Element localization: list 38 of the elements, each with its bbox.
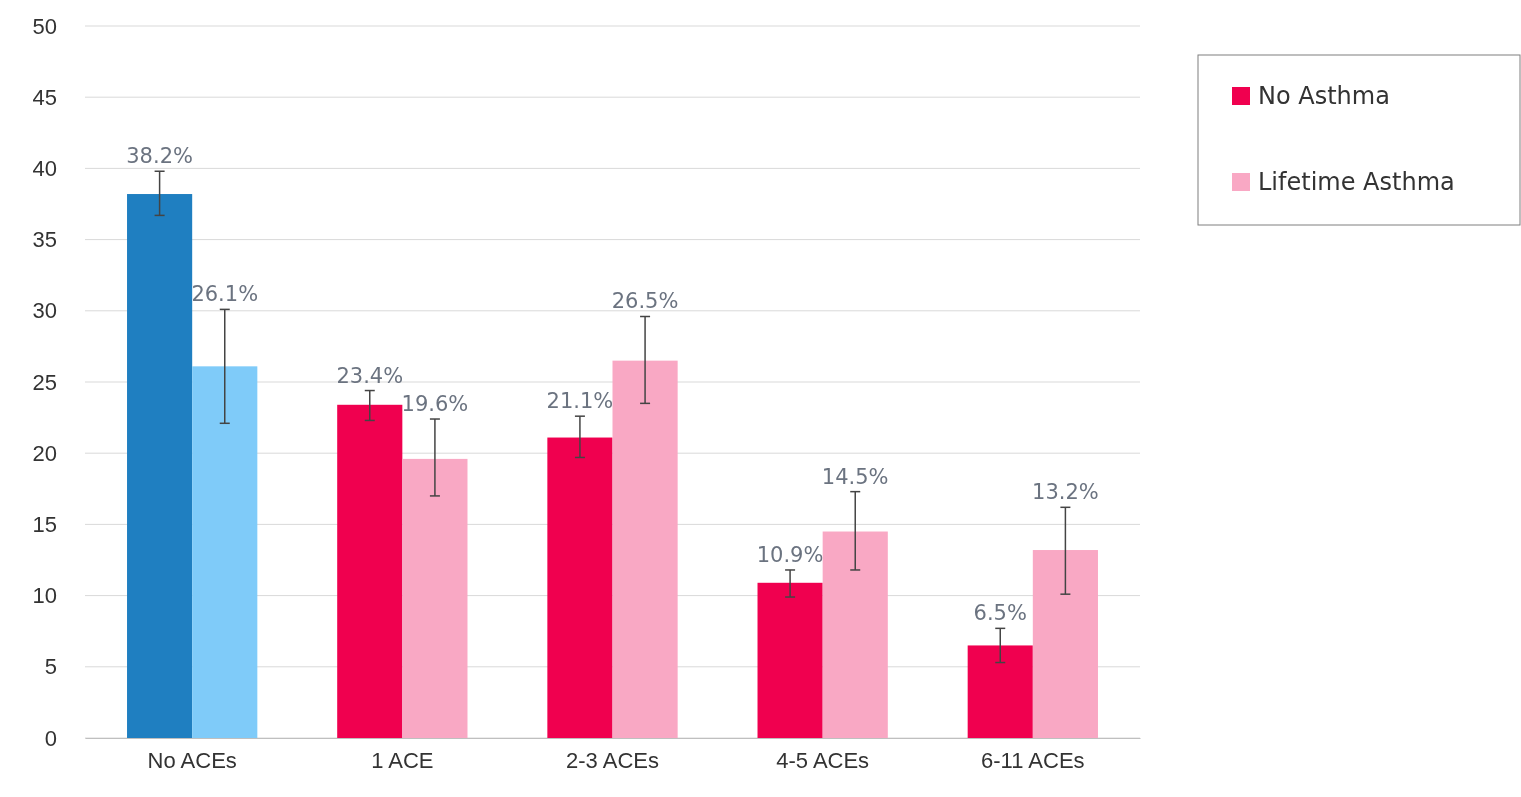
x-tick-label: 6-11 ACEs [981, 747, 1085, 773]
y-tick-label: 5 [44, 654, 57, 680]
y-tick-label: 45 [32, 84, 57, 110]
bar [192, 366, 258, 738]
bar [337, 404, 403, 738]
y-tick-label: 40 [32, 155, 57, 181]
bar [612, 360, 678, 738]
y-tick-label: 25 [32, 369, 57, 395]
bar [1032, 550, 1098, 738]
x-tick-label: 1 ACE [371, 747, 434, 773]
bar [402, 458, 468, 738]
legend-label: Lifetime Asthma [1258, 168, 1455, 196]
bar [967, 645, 1033, 738]
data-label: 26.5% [611, 289, 679, 314]
data-label: 26.1% [191, 282, 259, 307]
y-tick-label: 10 [32, 583, 57, 609]
x-tick-label: 4-5 ACEs [776, 747, 870, 773]
y-tick-label: 50 [32, 13, 57, 39]
bar [127, 194, 193, 738]
data-label: 21.1% [546, 389, 614, 414]
bar [822, 531, 888, 738]
data-label: 23.4% [336, 363, 404, 388]
bar [757, 582, 823, 738]
y-tick-label: 20 [32, 440, 57, 466]
x-tick-label: No ACEs [147, 747, 237, 773]
data-label: 14.5% [821, 464, 889, 489]
data-label: 38.2% [126, 144, 193, 169]
bar [547, 437, 613, 738]
data-label: 19.6% [401, 392, 469, 417]
y-tick-label: 15 [32, 511, 57, 537]
y-tick-label: 35 [32, 227, 57, 253]
data-label: 10.9% [756, 542, 824, 567]
data-label: 13.2% [1032, 480, 1099, 505]
legend-label: No Asthma [1258, 82, 1390, 110]
y-tick-label: 30 [32, 298, 57, 324]
y-tick-label: 0 [44, 725, 57, 751]
x-tick-label: 2-3 ACEs [566, 747, 659, 773]
data-label: 6.5% [973, 601, 1027, 626]
